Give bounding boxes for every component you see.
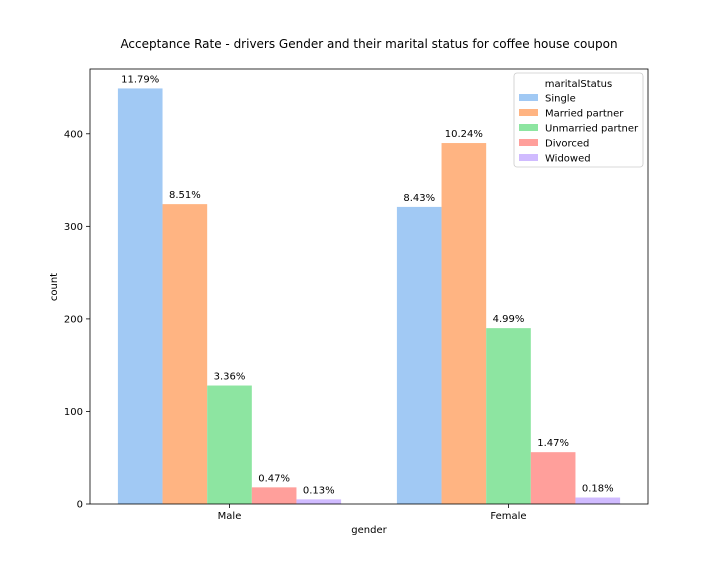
bar-data-label: 11.79% [121,74,159,85]
bar-data-label: 0.13% [303,485,335,496]
bar [441,143,487,505]
bar-data-label: 10.24% [445,129,483,140]
bar [162,204,208,504]
legend-entry-label: Widowed [545,154,591,165]
bar-data-label: 1.47% [537,438,569,449]
legend-swatch [519,124,538,131]
legend-box [513,72,644,168]
legend-entry-label: Single [545,94,576,105]
legend-swatch [519,154,538,161]
legend: maritalStatus Single Married partner Unmarr… [513,72,644,168]
bar [207,385,252,504]
legend-entry-label: Married partner [545,109,624,120]
plot-frame [89,68,649,505]
y-tick-label: 100 [64,407,83,418]
chart-title: Acceptance Rate - drivers Gender and the… [120,37,617,51]
bar-data-label: 0.47% [258,473,290,484]
bar [530,452,576,504]
bar [251,487,297,504]
bar-data-label: 0.18% [582,484,614,495]
legend-swatch [519,94,538,101]
bar-data-label: 4.99% [493,314,525,325]
plot-area: 0 100 200 300 400 11.79% 8.51% 3.36% 0.47% 0.13% M… [64,68,649,522]
bar [396,206,442,505]
bar-data-label: 8.51% [169,190,201,201]
bar-data-label: 3.36% [214,372,246,383]
y-tick-label: 400 [64,129,83,140]
y-tick-label: 0 [77,500,83,511]
x-axis-label: gender [351,525,387,536]
x-tick-label: Female [490,511,526,522]
legend-entry-label: Unmarried partner [545,124,639,135]
bar [486,328,531,504]
x-tick-label: Male [218,511,242,522]
legend-swatch [519,109,538,116]
legend-title: maritalStatus [545,79,612,90]
legend-swatch [519,139,538,146]
bar [296,499,342,504]
y-tick-label: 200 [64,314,83,325]
bar [575,497,621,504]
bar [117,88,163,505]
bar-data-label: 8.43% [403,193,435,204]
y-tick-label: 300 [64,222,83,233]
legend-entry-label: Divorced [545,139,589,150]
y-axis-label: count [49,273,60,301]
